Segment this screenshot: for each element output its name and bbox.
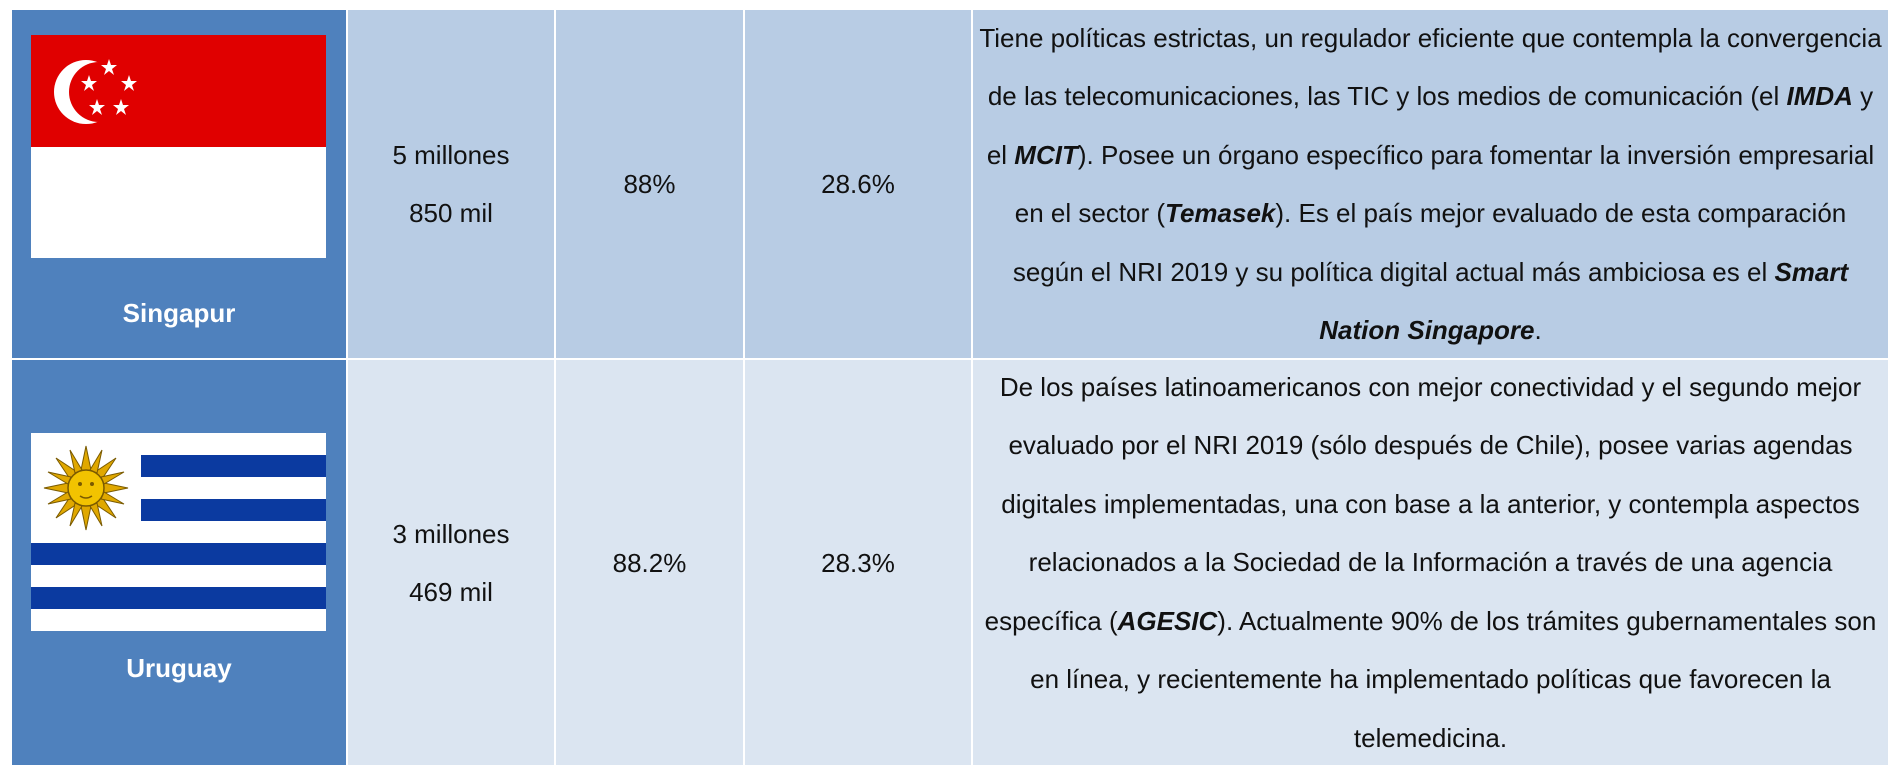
population-line: 5 millones [392, 140, 510, 170]
emphasis-text: IMDA [1786, 81, 1853, 111]
value-cell: 88.2% [556, 360, 745, 767]
population-cell: 3 millones 469 mil [348, 360, 556, 767]
country-name: Uruguay [126, 653, 232, 683]
emphasis-text: Temasek [1165, 198, 1276, 228]
value: 28.3% [821, 547, 895, 578]
value: 88% [623, 169, 676, 199]
text: ). Actualmente 90% de los trámites guber… [1030, 605, 1877, 753]
population-line: 850 mil [409, 198, 493, 228]
value-cell: 28.3% [745, 360, 973, 767]
value-cell: 88% [556, 10, 745, 360]
emphasis-text: Smart Nation Singapore [1319, 256, 1849, 346]
text: ). Es el país mejor evaluado de esta com… [1012, 198, 1847, 287]
flag-cell: Singapur [12, 10, 348, 360]
text: De los países latinoamericanos con mejor… [984, 371, 1862, 636]
flag-singapore [31, 35, 326, 258]
description-cell: Tiene políticas estrictas, un regulador … [973, 10, 1888, 360]
value: 28.6% [821, 169, 895, 199]
description: De los países latinoamericanos con mejor… [973, 358, 1888, 767]
text: ). Posee un órgano específico para fomen… [1014, 139, 1875, 229]
text: . [1534, 315, 1542, 345]
text: Tiene políticas estrictas, un regulador … [979, 22, 1882, 112]
description-cell: De los países latinoamericanos con mejor… [973, 360, 1888, 767]
population-cell: 5 millones 850 mil [348, 10, 556, 360]
text: y el [986, 81, 1874, 170]
value-cell: 28.6% [745, 10, 973, 360]
flag-cell: Uruguay [12, 360, 348, 767]
population-line: 3 millones [392, 518, 510, 549]
description: Tiene políticas estrictas, un regulador … [973, 9, 1888, 360]
emphasis-text: MCIT [1014, 139, 1078, 170]
value: 88.2% [612, 547, 687, 578]
emphasis-text: AGESIC [1117, 605, 1218, 636]
flag-uruguay [31, 433, 326, 631]
population-line: 469 mil [409, 576, 493, 607]
country-name: Singapur [122, 298, 236, 328]
